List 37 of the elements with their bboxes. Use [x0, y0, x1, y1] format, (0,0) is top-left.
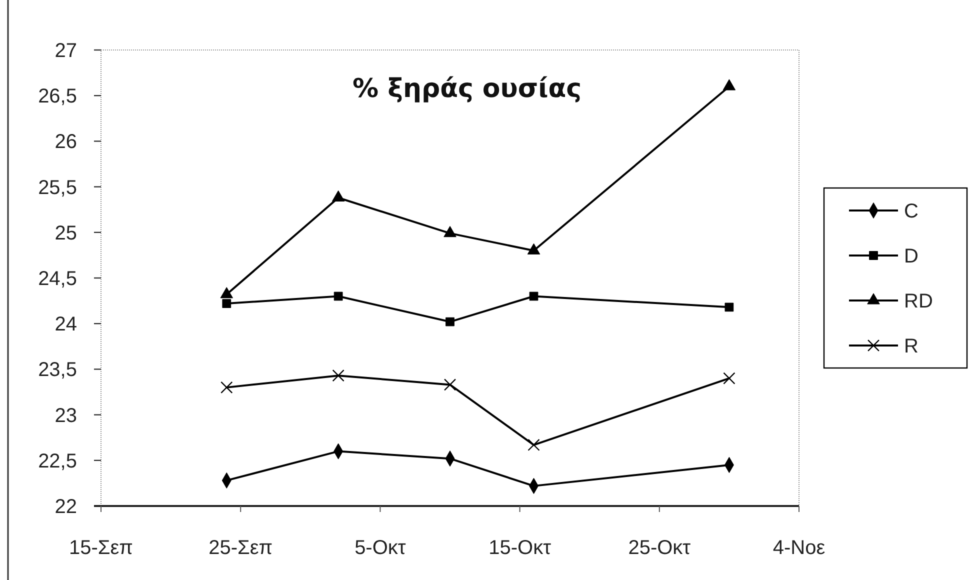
point	[527, 243, 540, 254]
legend-label: C	[904, 200, 918, 222]
x-tick-label: 15-Σεπ	[69, 537, 133, 559]
legend-label: R	[904, 336, 918, 358]
point	[220, 381, 233, 394]
y-tick-label: 25,5	[38, 176, 77, 199]
x-tick-label: 5-Οκτ	[354, 537, 406, 559]
point	[722, 79, 736, 90]
point	[723, 372, 736, 384]
point	[220, 287, 234, 298]
y-tick-label: 26	[54, 131, 77, 154]
legend-label: RD	[904, 290, 933, 312]
x-tick-label: 25-Σεπ	[208, 537, 273, 559]
x-tick-label: 15-Οκτ	[488, 537, 552, 559]
y-tick-label: 24	[54, 314, 77, 336]
y-tick-label: 23	[54, 404, 77, 427]
point	[446, 317, 454, 326]
point	[222, 299, 232, 308]
y-tick-label: 22,5	[38, 450, 77, 472]
text: % ξηράς ουσίας	[352, 74, 582, 104]
x-tick-label: 4-Νοε	[772, 537, 826, 559]
point	[332, 190, 345, 202]
point	[529, 292, 538, 301]
y-tick-label: 24,5	[38, 268, 77, 290]
point	[332, 370, 344, 382]
legend-label: D	[904, 246, 918, 268]
y-tick-label: 25	[54, 222, 77, 244]
point	[444, 378, 456, 391]
y-tick-label: 22	[54, 496, 77, 518]
y-tick-label: 23,5	[38, 359, 77, 382]
point	[334, 292, 343, 301]
y-tick-label: 27	[54, 40, 77, 62]
x-tick-label: 25-Οκτ	[628, 537, 691, 559]
point	[444, 226, 456, 238]
y-tick-label: 26,5	[38, 86, 77, 108]
point	[724, 302, 734, 312]
point	[528, 438, 540, 451]
